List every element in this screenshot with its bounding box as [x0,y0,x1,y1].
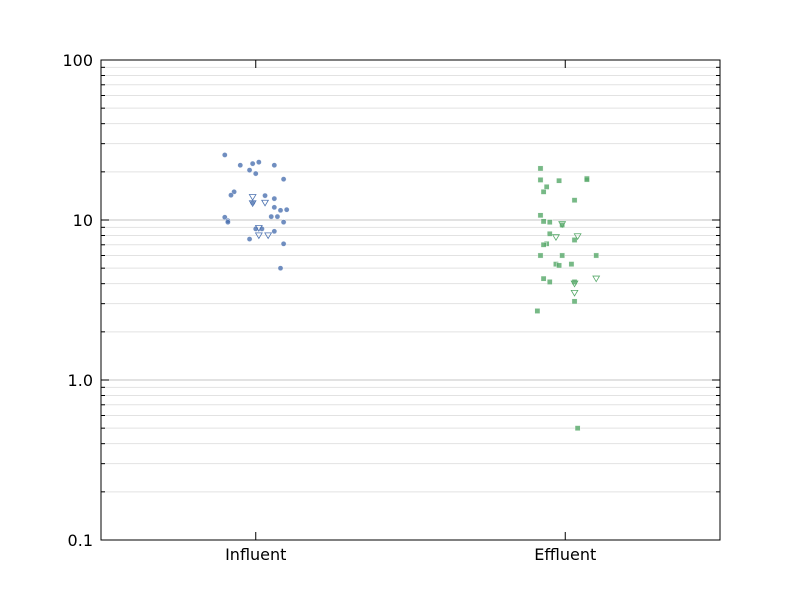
data-point [537,212,544,219]
data-point [274,213,281,220]
y-tick-label: 0.1 [68,531,93,550]
data-point [556,262,562,269]
data-point [571,237,578,243]
data-point [537,165,544,172]
data-point [280,240,287,247]
data-point [246,236,253,242]
data-point [540,218,547,225]
data-point [571,298,578,305]
data-point [543,184,550,190]
non-detect-point [570,289,579,297]
data-point [283,206,290,213]
non-detect-point [261,199,270,207]
data-point [584,176,590,183]
non-detect-point [254,225,263,232]
data-point [540,189,547,195]
data-point [280,219,287,225]
data-point [271,195,278,202]
data-point [537,252,544,259]
data-point [546,219,553,225]
non-detect-point [558,221,567,229]
data-point [593,252,599,259]
data-point [262,192,268,199]
x-tick-label: Effluent [534,545,596,564]
y-tick-label: 10 [73,211,93,230]
non-detect-point [264,232,273,240]
y-axis: 0.1 1.0 10 100 [62,51,720,550]
data-point [277,207,284,214]
data-point [574,425,581,431]
non-detect-point [573,233,582,241]
data-point [237,162,244,169]
data-point [277,265,284,271]
data-point [546,279,553,285]
data-point [271,162,278,169]
data-point [568,261,575,267]
data-point [268,213,275,220]
data-point [540,241,547,248]
non-detect-point [248,194,257,201]
non-detect-point [551,234,560,242]
data-point [571,197,578,203]
non-detect-point [248,200,257,208]
y-tick-label: 100 [62,51,93,70]
data-point [246,167,253,173]
data-point [556,177,562,184]
data-point [271,204,278,211]
data-point [559,252,565,259]
data-point [221,152,228,158]
x-axis: Influent Effluent [225,60,596,564]
y-tick-label: 1.0 [68,371,93,390]
plot-area [101,60,720,540]
non-detect-point [570,280,579,288]
x-tick-label: Influent [225,545,286,564]
non-detect-point [254,232,263,240]
data-point [256,159,262,165]
data-point [252,170,259,177]
data-point [540,275,547,282]
plot-frame [100,59,721,541]
non-detect-point [592,275,601,283]
data-point [249,160,256,167]
data-point [537,177,544,183]
data-point [534,308,541,314]
data-point [271,228,278,235]
data-point [280,176,287,182]
data-point [228,192,234,198]
y-gridlines [101,66,720,541]
data-points [221,152,601,431]
data-point [546,230,553,237]
data-point [225,219,231,225]
